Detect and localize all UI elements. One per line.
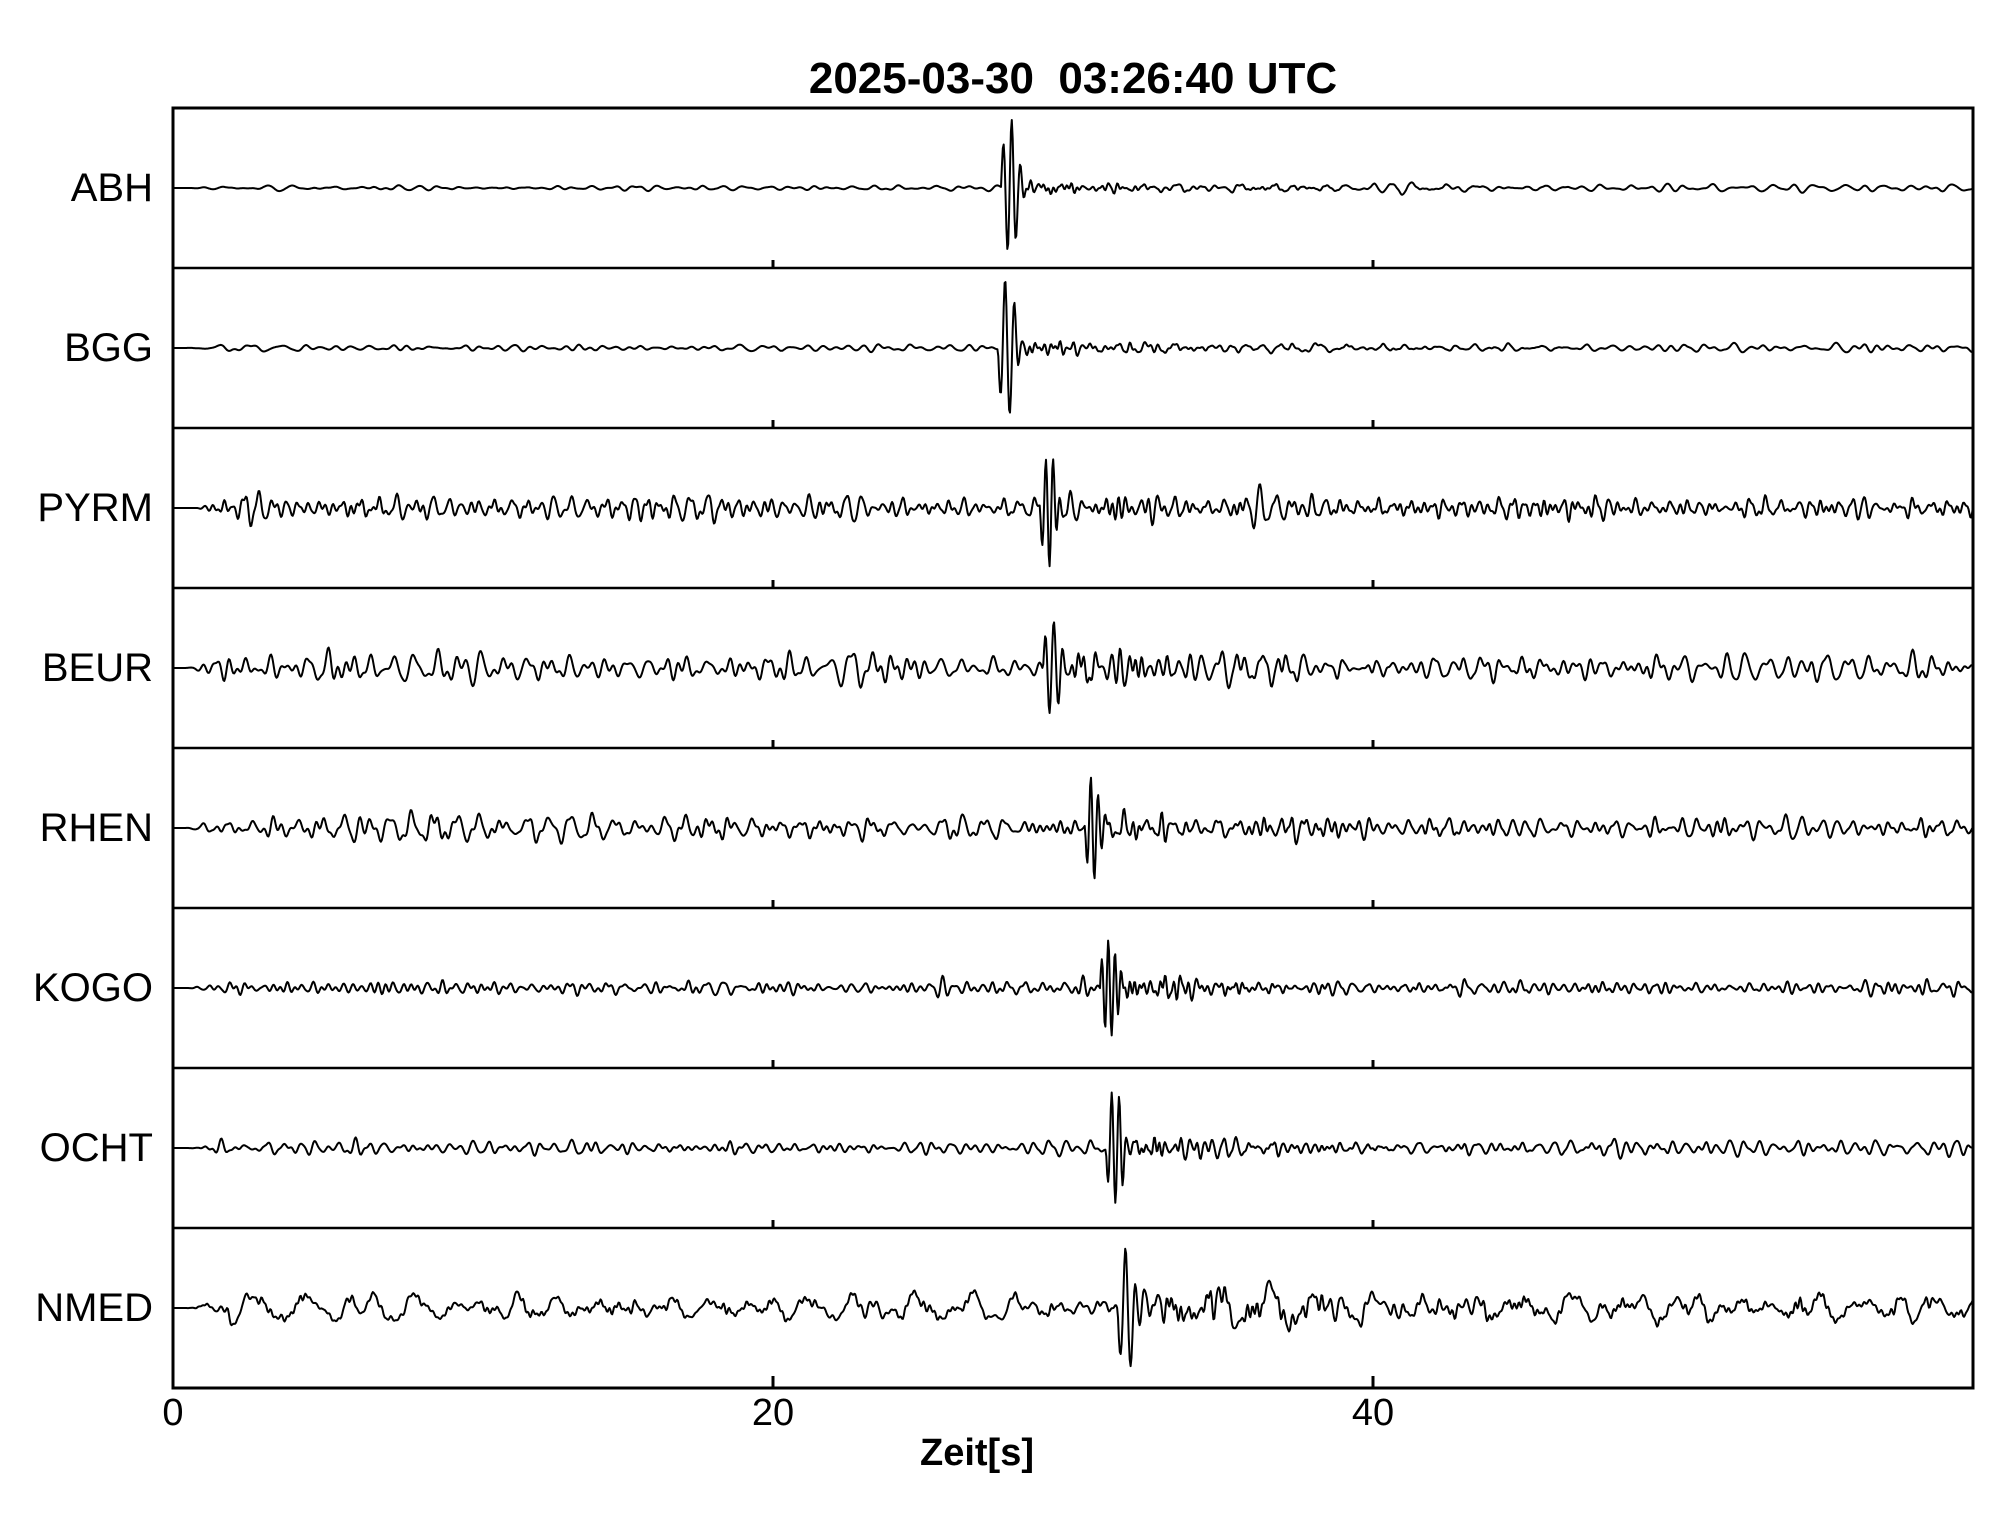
x-tick-label-0: 0 [162, 1392, 184, 1434]
station-label-beur: BEUR [41, 646, 153, 690]
station-label-abh: ABH [70, 166, 153, 210]
station-label-ocht: OCHT [39, 1126, 153, 1170]
trace-beur [172, 621, 1974, 714]
x-axis-label: Zeit[s] [920, 1432, 1034, 1474]
station-label-pyrm: PYRM [37, 486, 153, 530]
station-label-rhen: RHEN [39, 806, 153, 850]
x-tick-label-20: 20 [751, 1392, 795, 1434]
station-label-kogo: KOGO [32, 966, 153, 1010]
x-tick-label-40: 40 [1351, 1392, 1395, 1434]
station-label-bgg: BGG [64, 326, 153, 370]
trace-abh [172, 119, 1974, 250]
station-label-nmed: NMED [35, 1286, 153, 1330]
trace-ocht [172, 1091, 1974, 1204]
trace-nmed [172, 1247, 1974, 1368]
trace-kogo [172, 939, 1974, 1037]
trace-rhen [172, 776, 1974, 880]
chart-title: 2025-03-30 03:26:40 UTC [808, 54, 1338, 103]
trace-bgg [172, 281, 1974, 414]
trace-pyrm [172, 458, 1974, 568]
